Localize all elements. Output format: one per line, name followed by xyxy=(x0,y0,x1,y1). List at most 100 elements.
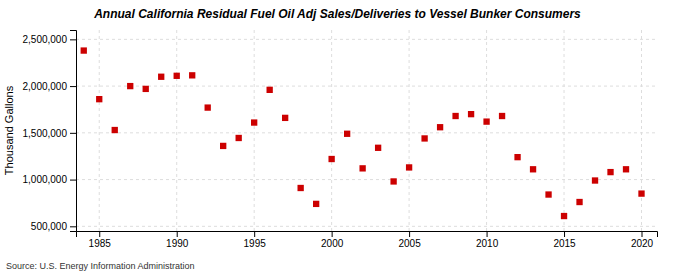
x-axis: 1985 1990 1995 2000 2005 2010 2015 2020 xyxy=(77,231,658,249)
tick-mark xyxy=(177,231,178,237)
tick-label: 1990 xyxy=(166,238,189,249)
tick: 2005 xyxy=(398,231,421,249)
grid-line xyxy=(564,30,565,231)
axis-line xyxy=(70,31,77,232)
tick: 2020 xyxy=(631,231,654,249)
tick-label: 1,000,000 xyxy=(23,174,68,185)
grid-line xyxy=(409,30,410,231)
grid-line xyxy=(254,30,255,231)
point xyxy=(499,113,505,119)
grid xyxy=(76,30,657,231)
point xyxy=(390,178,396,184)
tick-label: 2010 xyxy=(476,238,499,249)
point xyxy=(328,156,334,162)
axis-line xyxy=(77,232,658,238)
tick: 1985 xyxy=(89,231,112,249)
grid-line xyxy=(76,86,657,87)
point xyxy=(158,74,164,80)
points xyxy=(81,47,645,219)
tick-label: 1995 xyxy=(244,238,267,249)
point xyxy=(251,119,257,125)
point xyxy=(530,166,536,172)
point xyxy=(220,143,226,149)
point xyxy=(359,165,365,171)
point xyxy=(313,201,319,207)
tick-label: 1,500,000 xyxy=(23,128,68,139)
y-axis: 500,000 1,000,000 1,500,000 2,000,000 2,500,… xyxy=(23,31,77,233)
plot-area: 1985 1990 1995 2000 2005 2010 2015 2020 500,000 1… xyxy=(23,30,658,249)
tick-mark xyxy=(332,231,333,237)
y-axis-label: Thousand Gallons xyxy=(3,85,15,175)
point xyxy=(421,135,427,141)
tick-label: 2015 xyxy=(553,238,576,249)
point xyxy=(112,127,118,133)
point xyxy=(452,113,458,119)
tick: 1990 xyxy=(166,231,189,249)
tick: 2,000,000 xyxy=(23,81,77,92)
tick-mark xyxy=(487,231,488,237)
tick: 2015 xyxy=(553,231,576,249)
title: Annual California Residual Fuel Oil Adj … xyxy=(93,7,581,21)
grid-line xyxy=(641,30,642,231)
point xyxy=(406,164,412,170)
tick-mark xyxy=(70,180,76,181)
point xyxy=(545,191,551,197)
grid-line xyxy=(176,30,177,231)
point xyxy=(81,47,87,53)
tick-mark xyxy=(70,86,76,87)
point xyxy=(514,154,520,160)
point xyxy=(607,169,613,175)
tick-mark xyxy=(642,231,643,237)
tick-mark xyxy=(70,226,76,227)
grid-line xyxy=(331,30,332,231)
point xyxy=(143,86,149,92)
grid-line xyxy=(76,132,657,133)
point xyxy=(96,96,102,102)
grid-line xyxy=(486,30,487,231)
point xyxy=(375,145,381,151)
tick: 1,000,000 xyxy=(23,174,77,185)
tick: 1995 xyxy=(244,231,267,249)
tick-label: 2020 xyxy=(631,238,654,249)
point xyxy=(483,118,489,124)
tick: 2,500,000 xyxy=(23,34,77,45)
point xyxy=(127,83,133,89)
point xyxy=(267,87,273,93)
tick-label: 2,000,000 xyxy=(23,81,68,92)
tick-label: 2,500,000 xyxy=(23,34,68,45)
point xyxy=(282,115,288,121)
point xyxy=(189,72,195,78)
point xyxy=(437,124,443,130)
tick: 2010 xyxy=(476,231,499,249)
point xyxy=(623,166,629,172)
tick: 2000 xyxy=(321,231,344,249)
tick-mark xyxy=(254,231,255,237)
tick: 500,000 xyxy=(31,221,76,232)
tick: 1,500,000 xyxy=(23,128,77,139)
tick-mark xyxy=(70,133,76,134)
point xyxy=(638,190,644,196)
point xyxy=(592,177,598,183)
point xyxy=(236,135,242,141)
point xyxy=(468,111,474,117)
grid-line xyxy=(76,226,657,227)
point xyxy=(297,185,303,191)
point xyxy=(174,73,180,79)
point xyxy=(561,213,567,219)
tick-mark xyxy=(409,231,410,237)
point xyxy=(576,199,582,205)
tick-label: 1985 xyxy=(89,238,112,249)
tick-label: 500,000 xyxy=(31,221,68,232)
tick-mark xyxy=(70,39,76,40)
tick-mark xyxy=(564,231,565,237)
grid-line xyxy=(76,39,657,40)
point xyxy=(205,104,211,110)
tick-label: 2005 xyxy=(398,238,421,249)
chart: 1985 1990 1995 2000 2005 2010 2015 2020 500,000 1… xyxy=(0,0,675,275)
point xyxy=(344,131,350,137)
annotation: Source: U.S. Energy Information Administ… xyxy=(6,261,195,271)
tick-mark xyxy=(99,231,100,237)
grid-line xyxy=(99,30,100,231)
tick-label: 2000 xyxy=(321,238,344,249)
grid-line xyxy=(76,179,657,180)
